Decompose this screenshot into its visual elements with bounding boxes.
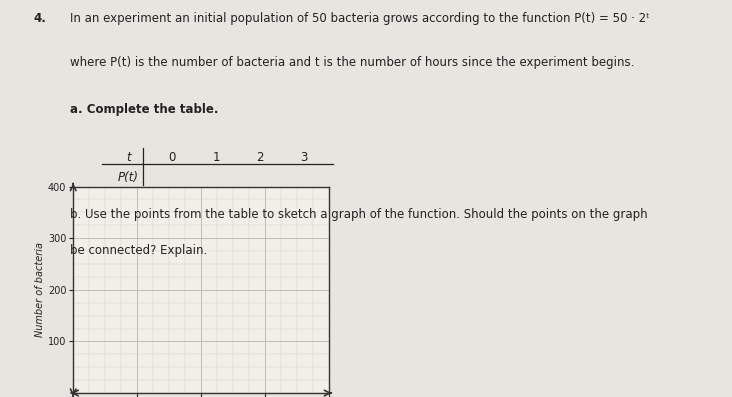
Text: where P(t) is the number of bacteria and t is the number of hours since the expe: where P(t) is the number of bacteria and… <box>70 56 634 69</box>
Text: 3: 3 <box>300 151 307 164</box>
Text: be connected? Explain.: be connected? Explain. <box>70 244 207 257</box>
Text: 2: 2 <box>256 151 264 164</box>
Y-axis label: Number of bacteria: Number of bacteria <box>35 242 45 337</box>
Text: P(t): P(t) <box>118 171 139 184</box>
Text: a. Complete the table.: a. Complete the table. <box>70 103 218 116</box>
Text: 1: 1 <box>212 151 220 164</box>
Text: In an experiment an initial population of 50 bacteria grows according to the fun: In an experiment an initial population o… <box>70 12 649 25</box>
Text: t: t <box>126 151 130 164</box>
Text: 4.: 4. <box>33 12 46 25</box>
Text: b. Use the points from the table to sketch a graph of the function. Should the p: b. Use the points from the table to sket… <box>70 208 647 222</box>
Text: 0: 0 <box>168 151 176 164</box>
